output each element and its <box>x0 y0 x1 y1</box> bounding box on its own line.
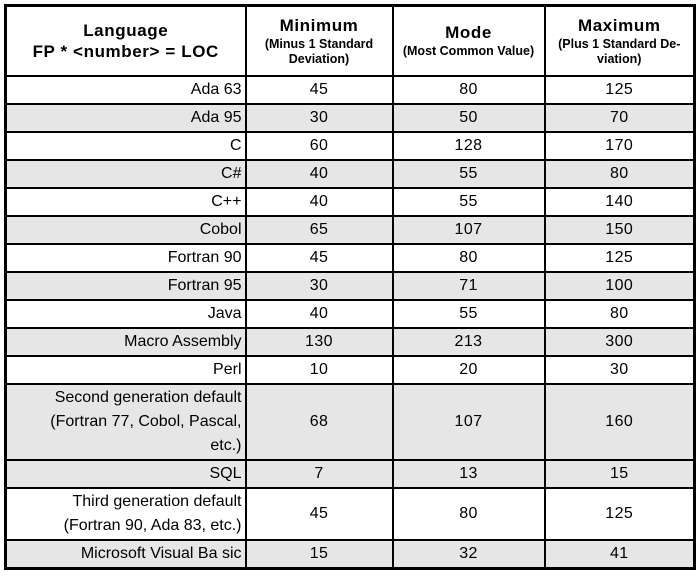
minimum-cell: 45 <box>244 486 394 541</box>
column-header-minimum: Minimum (Minus 1 Standard Deviation) <box>244 4 394 77</box>
mode-cell: 80 <box>391 74 546 105</box>
mode-cell: 80 <box>391 486 546 541</box>
language-cell: C# <box>4 158 247 189</box>
table-row: Ada 63 45 80 125 <box>4 74 696 105</box>
maximum-cell: 41 <box>543 538 696 569</box>
minimum-header-title: Minimum <box>279 15 359 35</box>
language-cell: Cobol <box>4 214 247 245</box>
table-row: Fortran 90 45 80 125 <box>4 242 696 273</box>
table-row: C# 40 55 80 <box>4 158 696 189</box>
maximum-cell: 125 <box>543 242 696 273</box>
minimum-cell: 40 <box>244 298 394 329</box>
table-row: C++ 40 55 140 <box>4 186 696 217</box>
language-cell: C <box>4 130 247 161</box>
maximum-cell: 150 <box>543 214 696 245</box>
language-cell: Ada 63 <box>4 74 247 105</box>
maximum-cell: 300 <box>543 326 696 357</box>
mode-cell: 20 <box>391 354 546 385</box>
table-row: Microsoft Visual Ba sic 15 32 41 <box>4 538 696 569</box>
minimum-cell: 65 <box>244 214 394 245</box>
minimum-cell: 68 <box>244 382 394 461</box>
language-cell: Macro Assembly <box>4 326 247 357</box>
minimum-cell: 45 <box>244 74 394 105</box>
minimum-cell: 10 <box>244 354 394 385</box>
table-row: SQL 7 13 15 <box>4 458 696 489</box>
maximum-cell: 30 <box>543 354 696 385</box>
table-row: C 60 128 170 <box>4 130 696 161</box>
language-cell: C++ <box>4 186 247 217</box>
mode-cell: 55 <box>391 158 546 189</box>
maximum-cell: 125 <box>543 486 696 541</box>
mode-header-sub: (Most Common Value) <box>402 44 535 59</box>
mode-cell: 213 <box>391 326 546 357</box>
minimum-cell: 60 <box>244 130 394 161</box>
column-header-maximum: Maximum (Plus 1 Standard De- viation) <box>543 4 696 77</box>
mode-cell: 107 <box>391 214 546 245</box>
minimum-cell: 7 <box>244 458 394 489</box>
column-header-mode: Mode (Most Common Value) <box>391 4 546 77</box>
fp-loc-conversion-table: Language FP * <number> = LOC Minimum (Mi… <box>4 4 696 570</box>
header-row: Language FP * <number> = LOC Minimum (Mi… <box>4 4 696 77</box>
table-row: Cobol 65 107 150 <box>4 214 696 245</box>
mode-cell: 13 <box>391 458 546 489</box>
table-body: Ada 63 45 80 125 Ada 95 30 50 70 C 60 128 170 C# 40 55… <box>4 74 696 569</box>
language-cell: Ada 95 <box>4 102 247 133</box>
maximum-cell: 100 <box>543 270 696 301</box>
table-row: Third generation default (Fortran 90, Ad… <box>4 486 696 541</box>
mode-cell: 32 <box>391 538 546 569</box>
table-row: Java 40 55 80 <box>4 298 696 329</box>
language-cell: SQL <box>4 458 247 489</box>
maximum-cell: 70 <box>543 102 696 133</box>
maximum-cell: 160 <box>543 382 696 461</box>
mode-cell: 50 <box>391 102 546 133</box>
column-header-language: Language FP * <number> = LOC <box>4 4 247 77</box>
language-header-title: Language FP * <number> = LOC <box>32 20 219 61</box>
minimum-cell: 30 <box>244 102 394 133</box>
maximum-cell: 80 <box>543 298 696 329</box>
maximum-header-sub: (Plus 1 Standard De- viation) <box>558 36 681 66</box>
maximum-cell: 140 <box>543 186 696 217</box>
maximum-cell: 80 <box>543 158 696 189</box>
minimum-cell: 30 <box>244 270 394 301</box>
mode-cell: 71 <box>391 270 546 301</box>
language-cell: Second generation default (Fortran 77, C… <box>4 382 247 461</box>
mode-header-title: Mode <box>445 23 492 43</box>
table-row: Macro Assembly 130 213 300 <box>4 326 696 357</box>
maximum-cell: 170 <box>543 130 696 161</box>
mode-cell: 107 <box>391 382 546 461</box>
mode-cell: 80 <box>391 242 546 273</box>
language-cell: Perl <box>4 354 247 385</box>
language-cell: Third generation default (Fortran 90, Ad… <box>4 486 247 541</box>
minimum-header-sub: (Minus 1 Standard Deviation) <box>264 36 374 66</box>
minimum-cell: 40 <box>244 186 394 217</box>
language-cell: Fortran 90 <box>4 242 247 273</box>
minimum-cell: 130 <box>244 326 394 357</box>
table-header: Language FP * <number> = LOC Minimum (Mi… <box>4 4 696 77</box>
maximum-cell: 15 <box>543 458 696 489</box>
table-row: Second generation default (Fortran 77, C… <box>4 382 696 461</box>
minimum-cell: 40 <box>244 158 394 189</box>
maximum-header-title: Maximum <box>577 15 661 35</box>
minimum-cell: 45 <box>244 242 394 273</box>
minimum-cell: 15 <box>244 538 394 569</box>
language-cell: Fortran 95 <box>4 270 247 301</box>
language-cell: Microsoft Visual Ba sic <box>4 538 247 569</box>
language-cell: Java <box>4 298 247 329</box>
table-row: Fortran 95 30 71 100 <box>4 270 696 301</box>
maximum-cell: 125 <box>543 74 696 105</box>
table-row: Ada 95 30 50 70 <box>4 102 696 133</box>
mode-cell: 128 <box>391 130 546 161</box>
mode-cell: 55 <box>391 186 546 217</box>
table-row: Perl 10 20 30 <box>4 354 696 385</box>
mode-cell: 55 <box>391 298 546 329</box>
